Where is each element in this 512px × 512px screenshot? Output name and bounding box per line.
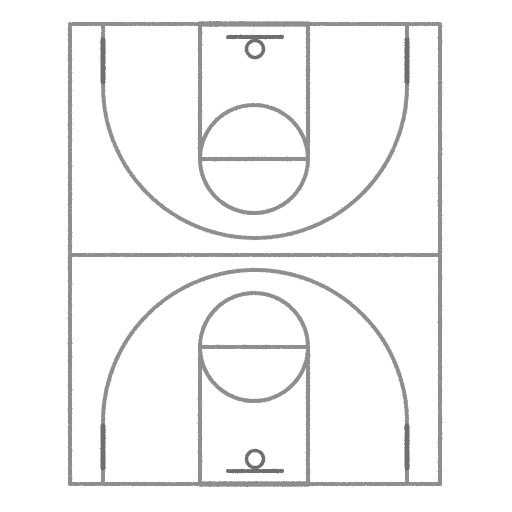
bottom-free-throw-circle — [198, 291, 310, 403]
bottom-hoop — [244, 448, 266, 470]
top-free-throw-circle — [198, 103, 310, 215]
bottom-three-point-line — [101, 268, 409, 486]
top-hoop — [244, 38, 266, 60]
top-three-point-line — [101, 22, 409, 240]
bottom-lane — [198, 345, 310, 486]
top-lane — [198, 22, 310, 161]
